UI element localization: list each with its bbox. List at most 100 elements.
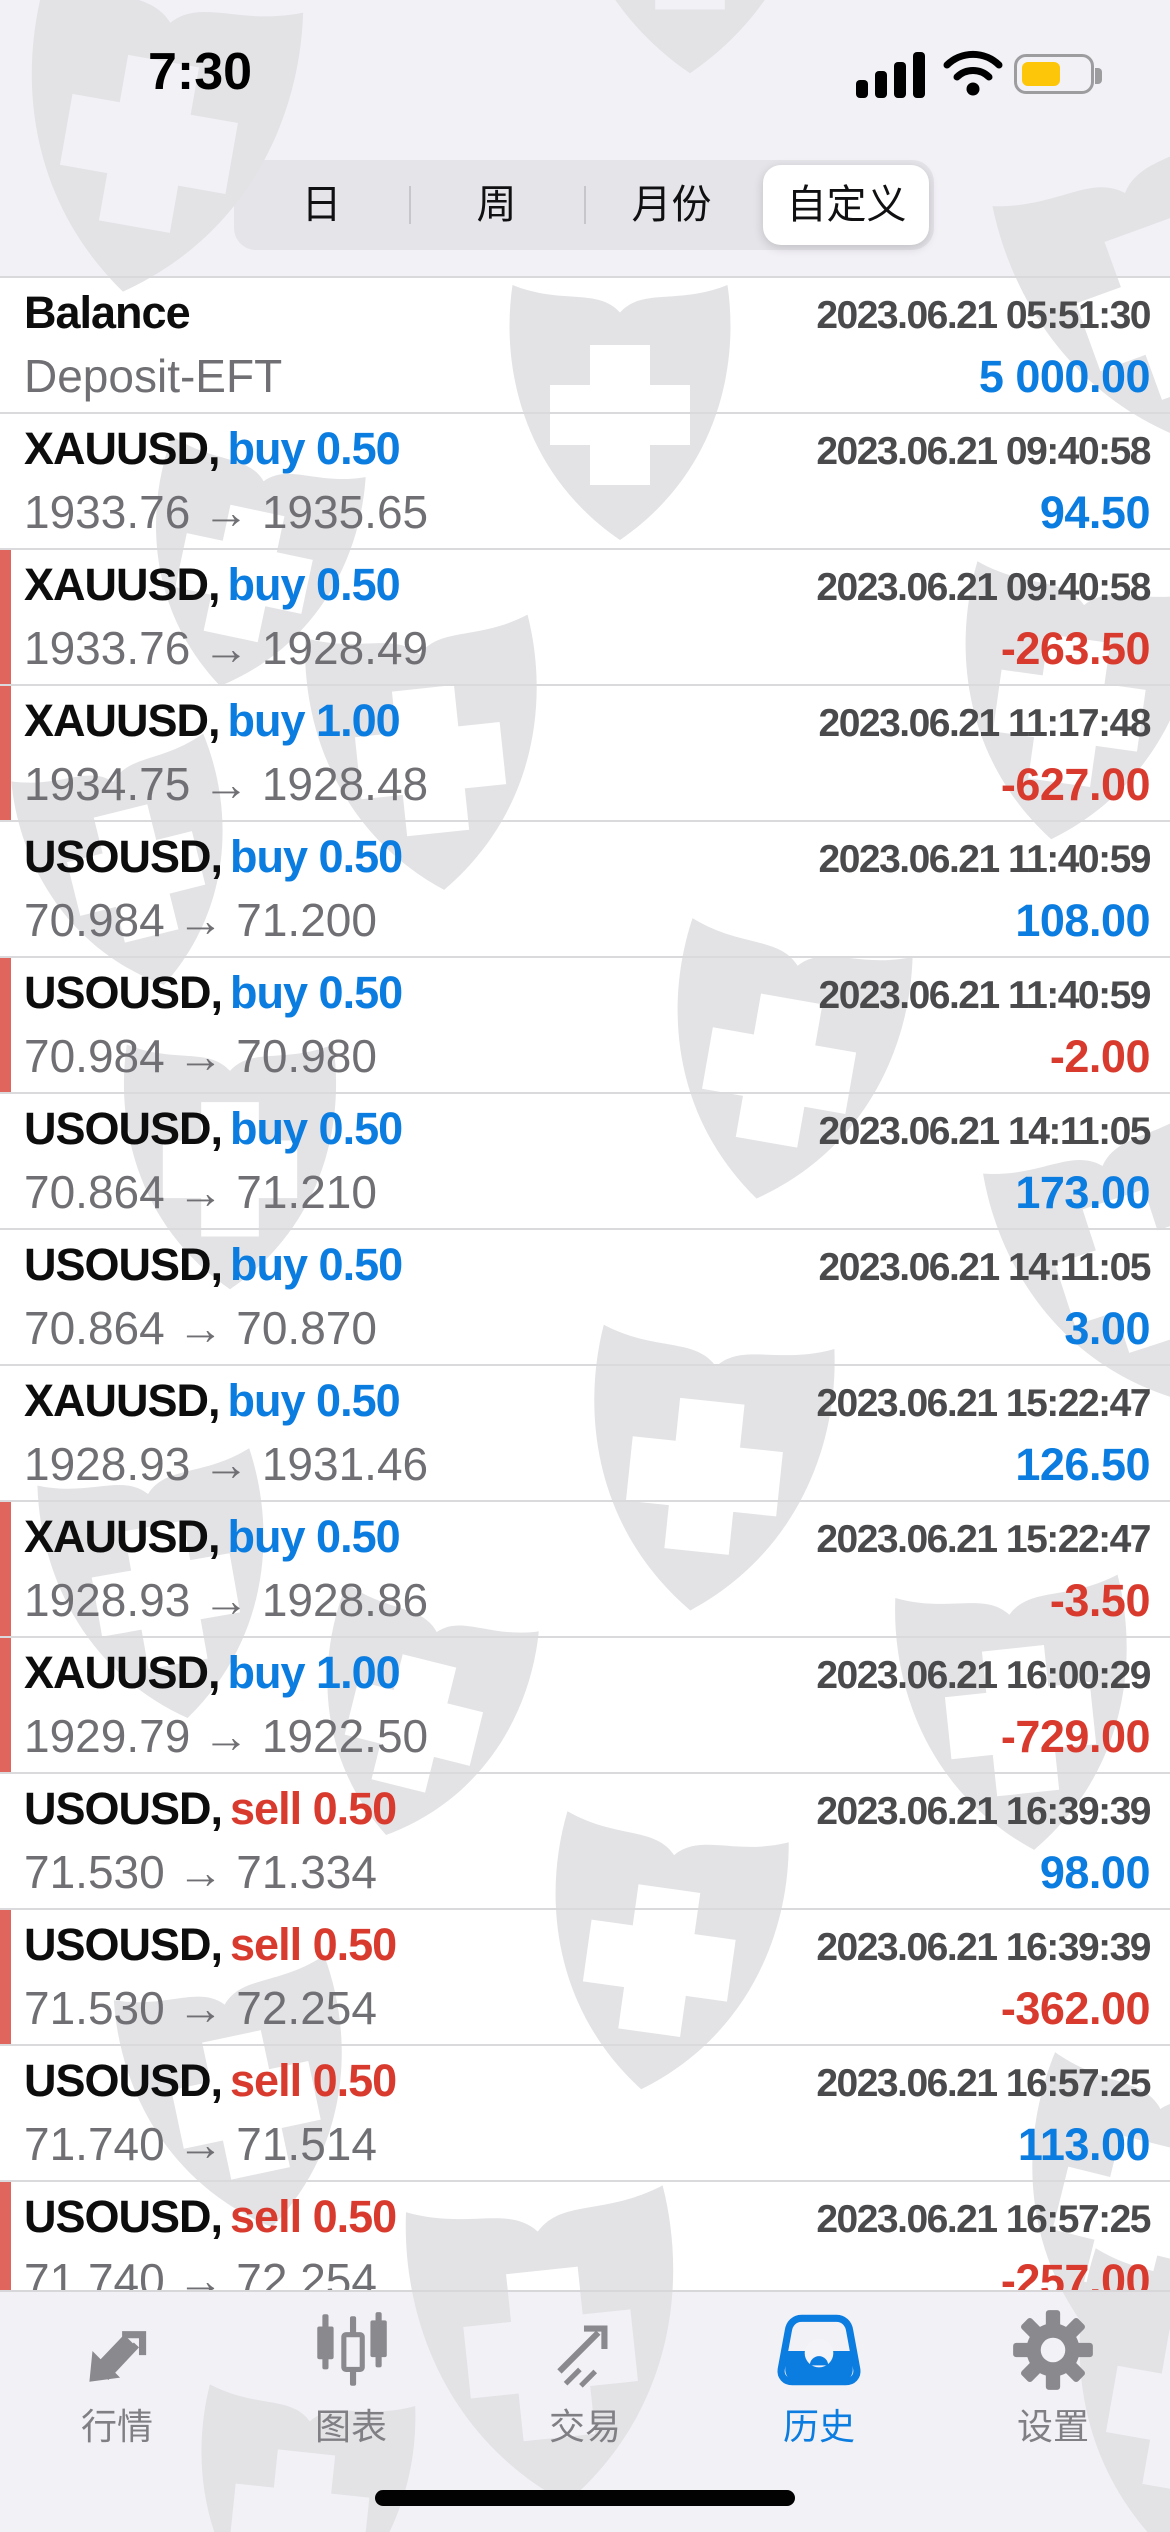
wifi-icon xyxy=(943,50,1003,96)
timestamp: 2023.06.21 11:40:59 xyxy=(818,838,1152,881)
action-label: sell 0.50 xyxy=(230,1919,397,1970)
loss-marker-bar xyxy=(0,1638,11,1772)
segment-custom[interactable]: 自定义 xyxy=(786,183,907,227)
timestamp: 2023.06.21 16:39:39 xyxy=(816,1790,1151,1833)
action-label: sell 0.50 xyxy=(230,1783,397,1834)
tab-trade[interactable]: 交易 xyxy=(468,2294,702,2450)
price-change: 1934.75 → 1928.48 xyxy=(24,758,429,810)
action-label: buy 0.50 xyxy=(227,1375,401,1426)
history-row[interactable]: USOUSD, buy 0.50 2023.06.21 14:11:05 70.864… xyxy=(0,1094,1170,1230)
segment-divider xyxy=(409,186,411,224)
loss-marker-bar xyxy=(0,550,11,684)
symbol-label: XAUUSD, xyxy=(24,695,221,746)
history-icon xyxy=(777,2314,861,2386)
symbol-label: XAUUSD, xyxy=(24,1375,221,1426)
tab-settings[interactable]: 设置 xyxy=(936,2294,1170,2450)
price-change: 1929.79 → 1922.50 xyxy=(24,1710,429,1762)
tab-bar: 行情 图表 交易 xyxy=(0,2294,1170,2450)
symbol-label: XAUUSD, xyxy=(24,1647,221,1698)
amount: -257.00 xyxy=(1000,2255,1151,2290)
history-row[interactable]: USOUSD, sell 0.50 2023.06.21 16:39:39 71.53… xyxy=(0,1774,1170,1910)
history-row[interactable]: USOUSD, buy 0.50 2023.06.21 11:40:59 70.984… xyxy=(0,958,1170,1094)
status-time: 7:30 xyxy=(147,43,253,101)
signal-strength-icon xyxy=(856,52,925,98)
amount: -3.50 xyxy=(1049,1575,1151,1626)
amount: 5 000.00 xyxy=(978,351,1151,402)
symbol-label: USOUSD, xyxy=(24,967,223,1018)
tab-history[interactable]: 历史 xyxy=(702,2294,936,2450)
history-row[interactable]: XAUUSD, buy 1.00 2023.06.21 16:00:29 1929.7… xyxy=(0,1638,1170,1774)
timestamp: 2023.06.21 16:00:29 xyxy=(816,1654,1151,1697)
price-change: 70.984 → 71.200 xyxy=(24,894,377,946)
tab-history-label: 历史 xyxy=(782,2406,855,2447)
history-row[interactable]: XAUUSD, buy 0.50 2023.06.21 09:40:58 1933.7… xyxy=(0,550,1170,686)
history-list: Balance 2023.06.21 05:51:30 Deposit-EFT 5 0… xyxy=(0,276,1170,2290)
symbol-label: USOUSD, xyxy=(24,831,223,882)
action-label: buy 0.50 xyxy=(227,1511,401,1562)
tab-quotes[interactable]: 行情 xyxy=(0,2294,234,2450)
segment-divider xyxy=(584,186,586,224)
period-filter: 日 周 月份 自定义 xyxy=(234,160,934,250)
amount: 108.00 xyxy=(1015,895,1150,946)
amount: 94.50 xyxy=(1039,487,1151,538)
loss-marker-bar xyxy=(0,1502,11,1636)
price-change: 70.864 → 71.210 xyxy=(24,1166,377,1218)
action-label: buy 0.50 xyxy=(230,1103,403,1154)
history-row[interactable]: XAUUSD, buy 0.50 2023.06.21 15:22:47 1928.9… xyxy=(0,1502,1170,1638)
history-row[interactable]: XAUUSD, buy 0.50 2023.06.21 09:40:58 1933.7… xyxy=(0,414,1170,550)
watermark-shield-icon xyxy=(561,0,819,74)
segment-selected-pill xyxy=(763,165,929,245)
amount: -627.00 xyxy=(1000,759,1151,810)
quotes-icon xyxy=(89,2331,147,2382)
symbol-label: USOUSD, xyxy=(24,2191,223,2242)
amount: 113.00 xyxy=(1017,2119,1151,2170)
amount: 3.00 xyxy=(1064,1303,1150,1354)
trade-icon xyxy=(557,2325,608,2388)
timestamp: 2023.06.21 14:11:05 xyxy=(818,1110,1152,1153)
price-change: 71.530 → 72.254 xyxy=(24,1982,377,2034)
history-row[interactable]: XAUUSD, buy 0.50 2023.06.21 15:22:47 1928.9… xyxy=(0,1366,1170,1502)
symbol-label: XAUUSD, xyxy=(24,423,221,474)
home-indicator[interactable] xyxy=(375,2490,795,2506)
timestamp: 2023.06.21 11:40:59 xyxy=(818,974,1152,1017)
segment-month[interactable]: 月份 xyxy=(631,183,712,227)
segment-week[interactable]: 周 xyxy=(476,183,517,227)
segment-day[interactable]: 日 xyxy=(301,183,342,227)
action-label: buy 0.50 xyxy=(227,423,401,474)
price-change: 1928.93 → 1931.46 xyxy=(24,1438,429,1490)
tab-charts[interactable]: 图表 xyxy=(234,2294,468,2450)
loss-marker-bar xyxy=(0,686,11,820)
history-row[interactable]: USOUSD, sell 0.50 2023.06.21 16:57:25 71.74… xyxy=(0,2182,1170,2290)
action-label: buy 1.00 xyxy=(227,695,401,746)
price-change: 71.740 → 72.254 xyxy=(24,2254,377,2290)
tab-settings-label: 设置 xyxy=(1016,2406,1089,2447)
history-row[interactable]: USOUSD, buy 0.50 2023.06.21 11:40:59 70.984… xyxy=(0,822,1170,958)
symbol-label: Balance xyxy=(24,287,191,338)
amount: -2.00 xyxy=(1049,1031,1151,1082)
amount: -362.00 xyxy=(1000,1983,1151,2034)
history-row[interactable]: USOUSD, buy 0.50 2023.06.21 14:11:05 70.864… xyxy=(0,1230,1170,1366)
tab-trade-label: 交易 xyxy=(548,2406,621,2447)
battery-nub xyxy=(1095,68,1102,84)
timestamp: 2023.06.21 14:11:05 xyxy=(818,1246,1152,1289)
history-row[interactable]: USOUSD, sell 0.50 2023.06.21 16:39:39 71.53… xyxy=(0,1910,1170,2046)
history-row[interactable]: XAUUSD, buy 1.00 2023.06.21 11:17:48 1934.7… xyxy=(0,686,1170,822)
timestamp: 2023.06.21 05:51:30 xyxy=(816,294,1151,337)
history-row[interactable]: Balance 2023.06.21 05:51:30 Deposit-EFT 5 0… xyxy=(0,278,1170,414)
action-label: buy 1.00 xyxy=(227,1647,401,1698)
timestamp: 2023.06.21 16:39:39 xyxy=(816,1926,1151,1969)
amount: -263.50 xyxy=(1000,623,1151,674)
timestamp: 2023.06.21 16:57:25 xyxy=(816,2198,1151,2241)
history-row[interactable]: USOUSD, sell 0.50 2023.06.21 16:57:25 71.74… xyxy=(0,2046,1170,2182)
timestamp: 2023.06.21 15:22:47 xyxy=(816,1382,1151,1425)
timestamp: 2023.06.21 11:17:48 xyxy=(818,702,1152,745)
battery-level xyxy=(1022,62,1060,86)
price-change: 1933.76 → 1935.65 xyxy=(24,486,429,538)
settings-gear-icon xyxy=(1013,2310,1093,2390)
timestamp: 2023.06.21 09:40:58 xyxy=(816,566,1151,609)
symbol-label: USOUSD, xyxy=(24,2055,223,2106)
amount: 98.00 xyxy=(1039,1847,1151,1898)
timestamp: 2023.06.21 09:40:58 xyxy=(816,430,1151,473)
price-change: 71.530 → 71.334 xyxy=(24,1846,377,1898)
